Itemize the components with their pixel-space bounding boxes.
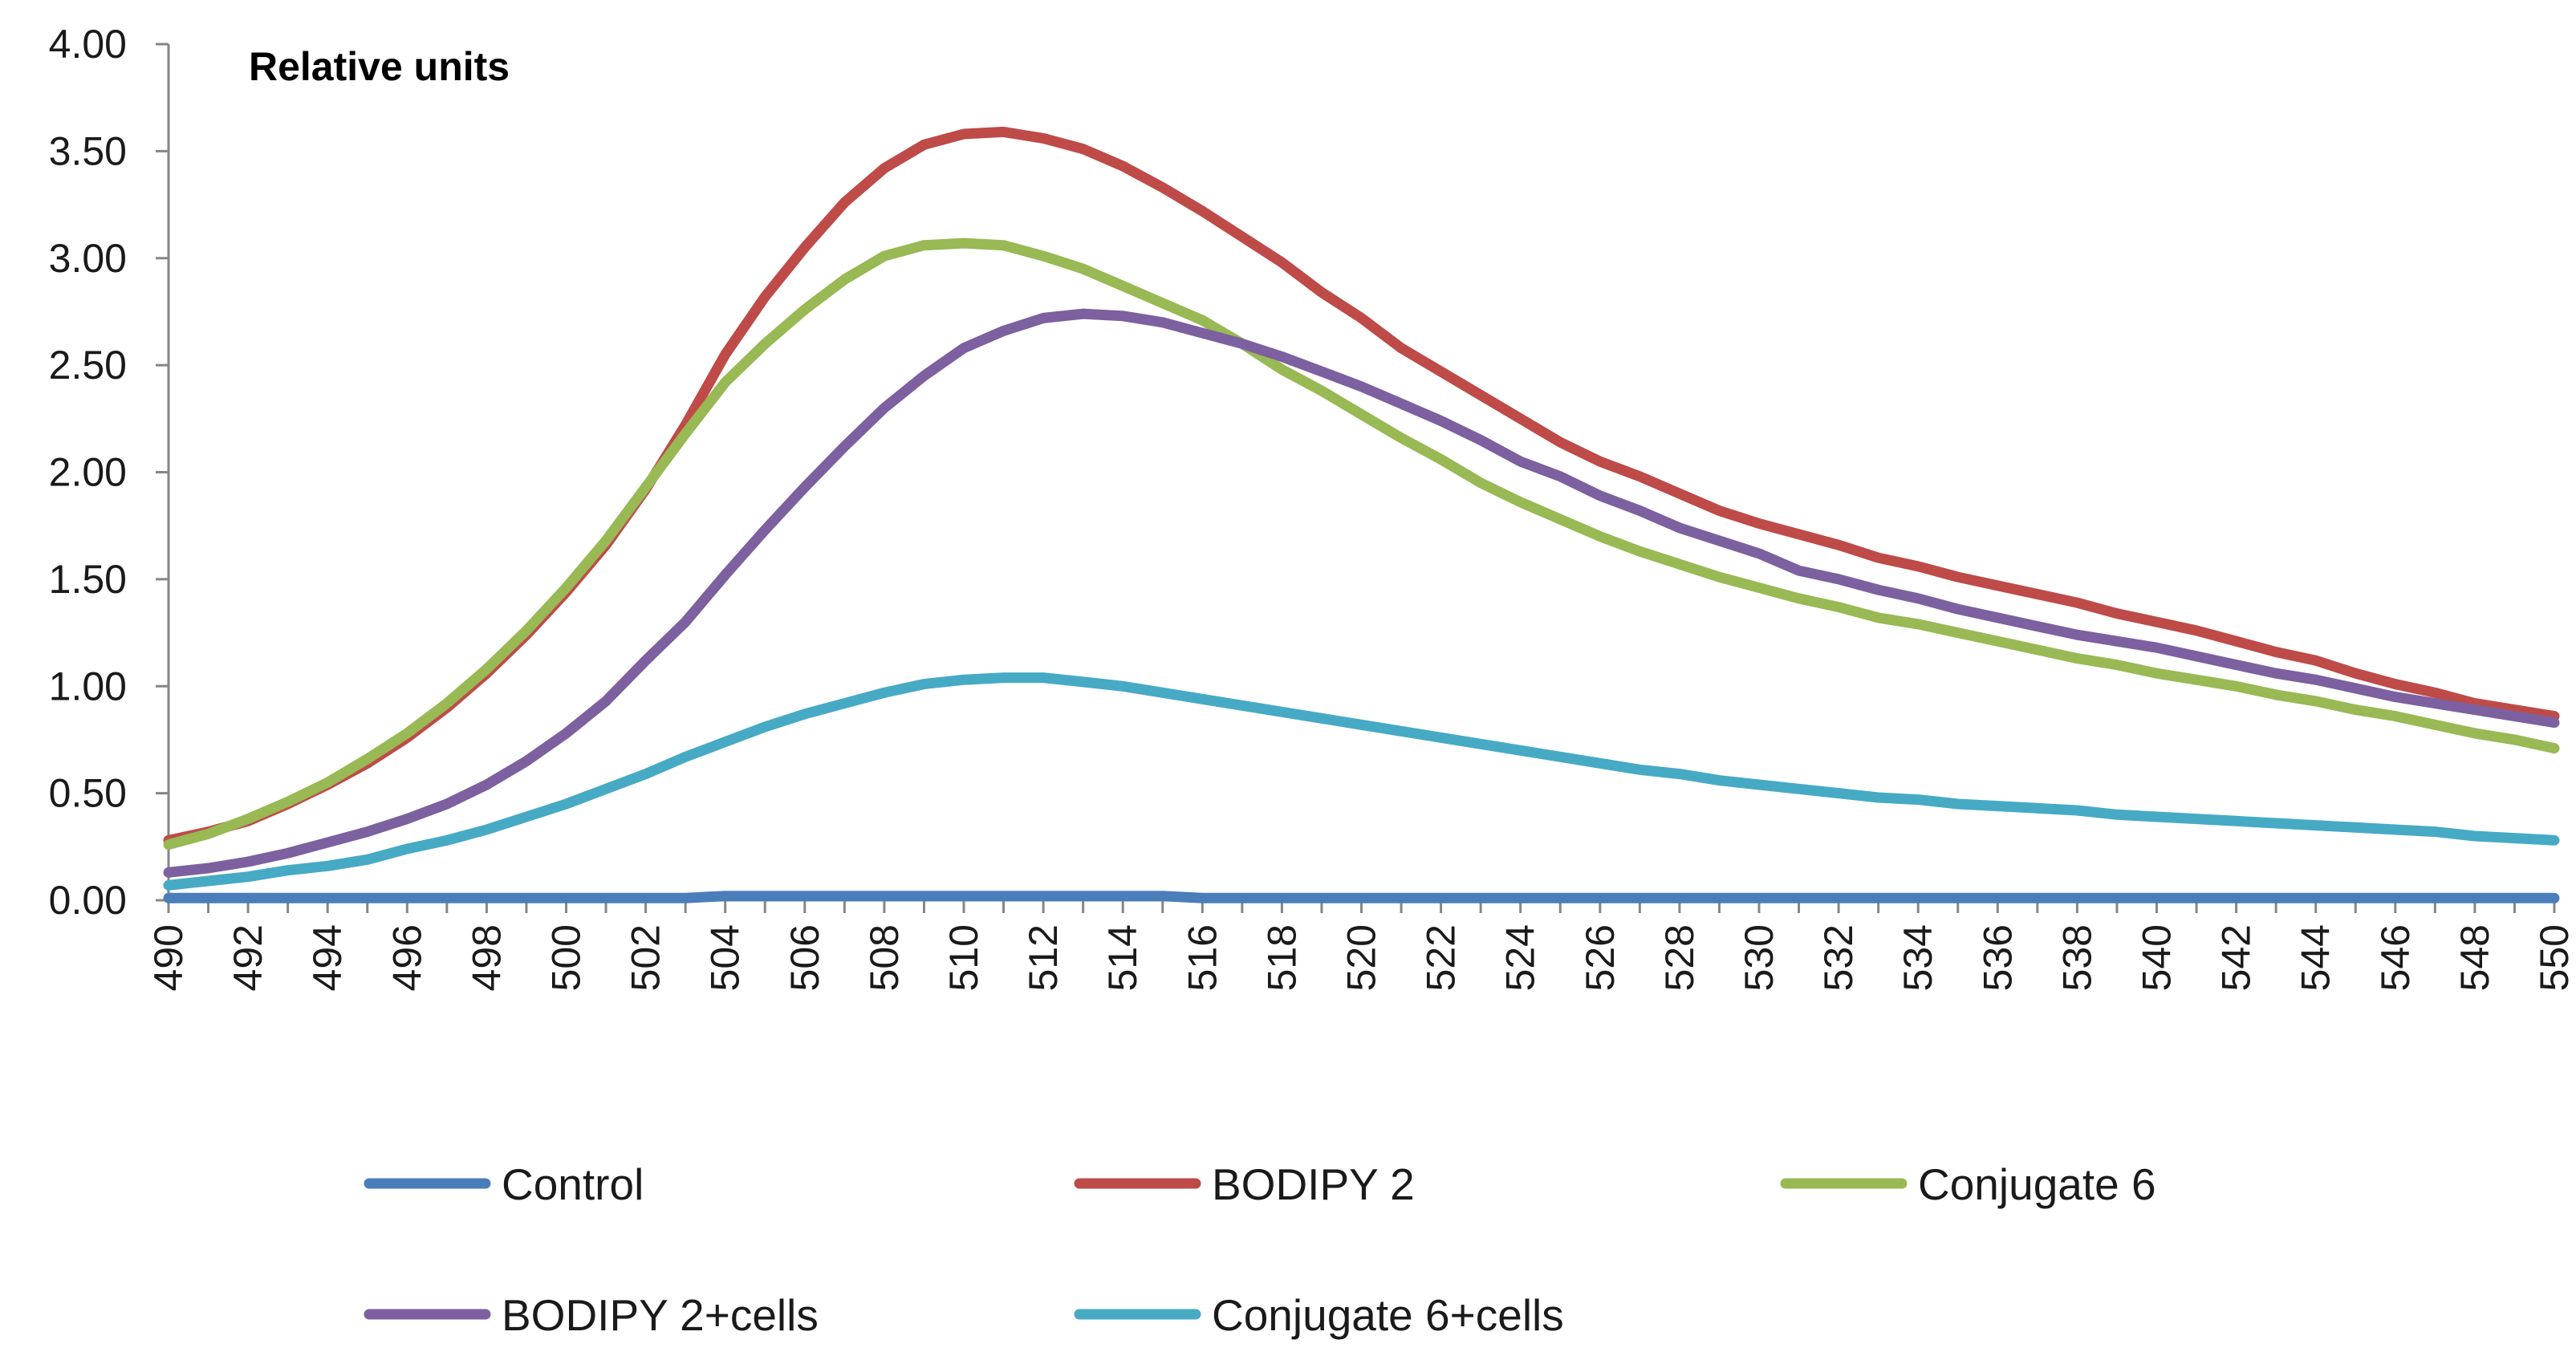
series-line-3 xyxy=(163,237,2560,851)
y-tick-label: 1.00 xyxy=(49,664,127,708)
x-tick-label: 510 xyxy=(941,924,986,991)
x-axis-tick-labels: 490 492 494 496 498 500 502 504 506 508 510 512 514 5… xyxy=(146,924,2576,991)
axes xyxy=(156,43,2556,913)
x-tick-label: 544 xyxy=(2294,924,2338,991)
series-lines xyxy=(163,126,2560,903)
y-tick-label: 0.00 xyxy=(49,878,127,923)
legend-label: Conjugate 6+cells xyxy=(1212,1290,1564,1340)
series-line-5 xyxy=(163,672,2560,891)
y-tick-label: 3.00 xyxy=(49,236,127,281)
legend-label: BODIPY 2+cells xyxy=(502,1290,819,1340)
x-tick-label: 526 xyxy=(1578,924,1623,991)
x-tick-label: 502 xyxy=(624,924,668,991)
x-tick-label: 530 xyxy=(1737,924,1782,991)
x-tick-label: 514 xyxy=(1100,924,1145,991)
y-tick-label: 3.50 xyxy=(49,128,127,173)
x-tick-label: 524 xyxy=(1498,924,1543,991)
chart-title: Relative units xyxy=(249,44,510,89)
y-axis-tick-labels: 0.00 0.50 1.00 1.50 2.00 2.50 3.00 3.50 4.00 xyxy=(49,22,127,923)
x-tick-label: 532 xyxy=(1816,924,1861,991)
x-tick-label: 548 xyxy=(2452,924,2497,991)
y-tick-label: 4.00 xyxy=(49,22,127,67)
series-line-1 xyxy=(163,891,2560,903)
x-tick-label: 504 xyxy=(703,924,748,991)
x-tick-label: 508 xyxy=(862,924,907,991)
x-tick-label: 498 xyxy=(464,924,509,991)
x-tick-label: 536 xyxy=(1975,924,2020,991)
series-line-4 xyxy=(163,308,2560,878)
x-tick-label: 492 xyxy=(226,924,270,991)
legend-label: BODIPY 2 xyxy=(1212,1159,1415,1209)
x-tick-label: 520 xyxy=(1339,924,1384,991)
x-tick-label: 550 xyxy=(2532,924,2576,991)
y-tick-label: 2.00 xyxy=(49,450,127,495)
x-tick-label: 540 xyxy=(2135,924,2180,991)
y-tick-label: 2.50 xyxy=(49,343,127,388)
x-tick-label: 542 xyxy=(2214,924,2259,991)
x-tick-label: 512 xyxy=(1021,924,1066,991)
y-tick-label: 0.50 xyxy=(49,771,127,816)
x-tick-label: 490 xyxy=(146,924,191,991)
x-tick-label: 522 xyxy=(1419,924,1464,991)
x-tick-label: 496 xyxy=(384,924,429,991)
x-tick-label: 534 xyxy=(1895,924,1940,991)
legend: Control BODIPY 2 Conjugate 6 BODIPY 2+cells… xyxy=(364,1159,2156,1340)
series-line-2 xyxy=(163,126,2560,846)
x-tick-label: 494 xyxy=(305,924,350,991)
x-tick-label: 500 xyxy=(544,924,589,991)
x-tick-label: 538 xyxy=(2054,924,2099,991)
x-tick-label: 506 xyxy=(782,924,827,991)
x-tick-label: 528 xyxy=(1657,924,1702,991)
x-tick-label: 516 xyxy=(1180,924,1225,991)
y-tick-label: 1.50 xyxy=(49,557,127,602)
x-tick-label: 518 xyxy=(1259,924,1304,991)
legend-label: Conjugate 6 xyxy=(1918,1159,2156,1209)
x-tick-label: 546 xyxy=(2373,924,2418,991)
legend-label: Control xyxy=(502,1159,644,1209)
